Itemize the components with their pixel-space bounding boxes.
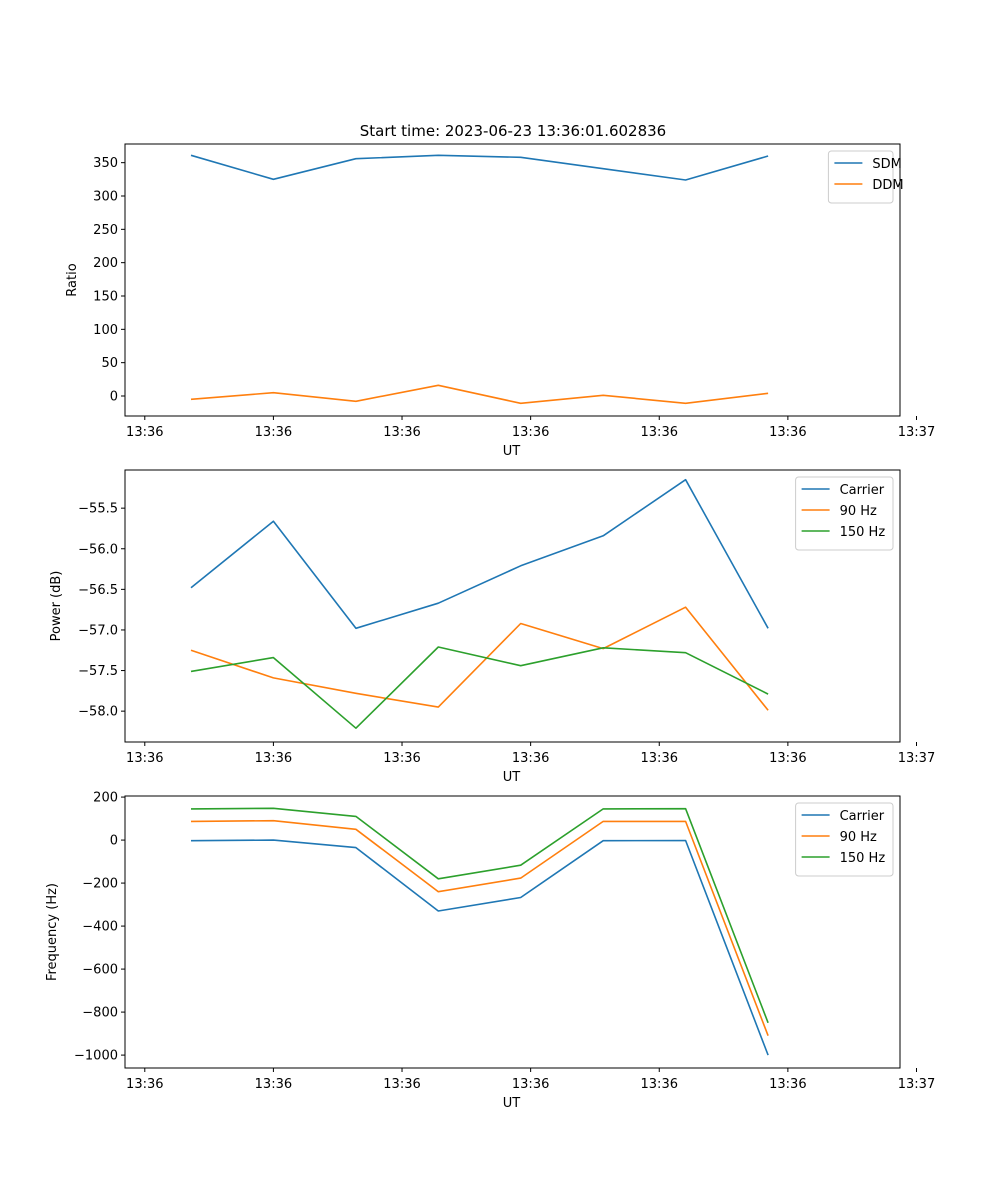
y-axis-label: Frequency (Hz) xyxy=(45,883,60,981)
subplot-2: −58.0 −57.5 −57.0 −56.5 −56.0 −55.5 13:36 13:36… xyxy=(49,469,935,785)
x-tick-label: 13:36 xyxy=(641,425,678,440)
x-tick-label: 13:36 xyxy=(126,751,163,766)
y-tick-label: 350 xyxy=(93,156,118,171)
y-tick-label: 100 xyxy=(93,323,118,338)
x-tick-label: 13:36 xyxy=(512,751,549,766)
series-line-90-hz xyxy=(190,606,769,711)
y-tick-label: 150 xyxy=(93,290,118,305)
x-tick-label: 13:36 xyxy=(126,425,163,440)
axes-frame xyxy=(124,469,901,743)
legend-box xyxy=(827,150,894,204)
x-tick-label: 13:36 xyxy=(255,425,292,440)
x-tick-label: 13:37 xyxy=(898,1077,935,1092)
y-tick-label: −400 xyxy=(82,920,118,935)
x-tick-label: 13:36 xyxy=(769,751,806,766)
subplot-1: 0 50 100 150 200 250 300 350 13:36 13:36 13:36 13:3… xyxy=(65,143,935,459)
x-tick-label: 13:37 xyxy=(898,425,935,440)
x-tick-label: 13:36 xyxy=(383,751,420,766)
legend: Carrier 90 Hz 150 Hz xyxy=(795,802,894,877)
y-tick-label: −56.0 xyxy=(78,542,118,557)
legend: Carrier 90 Hz 150 Hz xyxy=(795,476,894,551)
series-line-ddm xyxy=(190,384,769,405)
x-tick-label: 13:36 xyxy=(769,1077,806,1092)
y-tick-label: −200 xyxy=(82,877,118,892)
legend-label: DDM xyxy=(872,178,903,193)
y-axis-label: Ratio xyxy=(65,263,80,296)
y-tick-label: −57.5 xyxy=(78,664,118,679)
legend-label: 90 Hz xyxy=(840,830,877,845)
y-tick-label: 200 xyxy=(93,256,118,271)
y-axis-label: Power (dB) xyxy=(49,571,64,642)
series-line-150-hz xyxy=(190,646,769,730)
y-tick-label: −1000 xyxy=(74,1049,118,1064)
y-tick-label: −600 xyxy=(82,963,118,978)
x-tick-label: 13:36 xyxy=(383,1077,420,1092)
legend-label: 150 Hz xyxy=(840,525,886,540)
series-line-150-hz xyxy=(190,807,769,1024)
legend-label: SDM xyxy=(872,157,901,172)
x-tick-label: 13:36 xyxy=(512,425,549,440)
axes-frame xyxy=(124,795,901,1069)
x-axis-label: UT xyxy=(503,770,521,785)
x-tick-label: 13:36 xyxy=(255,751,292,766)
x-tick-label: 13:36 xyxy=(383,425,420,440)
legend-label: 90 Hz xyxy=(840,504,877,519)
y-tick-label: −800 xyxy=(82,1006,118,1021)
y-tick-label: 250 xyxy=(93,223,118,238)
legend-label: Carrier xyxy=(840,809,885,824)
y-tick-label: −55.5 xyxy=(78,502,118,517)
series-line-sdm xyxy=(190,154,769,181)
x-tick-label: 13:36 xyxy=(641,1077,678,1092)
series-line-90-hz xyxy=(190,819,769,1036)
x-tick-label: 13:36 xyxy=(126,1077,163,1092)
x-tick-label: 13:36 xyxy=(512,1077,549,1092)
x-tick-label: 13:37 xyxy=(898,751,935,766)
x-tick-label: 13:36 xyxy=(641,751,678,766)
x-tick-label: 13:36 xyxy=(255,1077,292,1092)
figure-title: Start time: 2023-06-23 13:36:01.602836 xyxy=(360,122,666,140)
x-axis-label: UT xyxy=(503,1096,521,1111)
legend: SDM DDM xyxy=(827,150,904,204)
y-tick-label: 0 xyxy=(110,390,118,405)
x-axis-label: UT xyxy=(503,444,521,459)
legend-label: Carrier xyxy=(840,483,885,498)
subplots-container: 0 50 100 150 200 250 300 350 13:36 13:36 13:36 13:3… xyxy=(45,143,935,1111)
y-tick-label: −56.5 xyxy=(78,583,118,598)
y-tick-label: −58.0 xyxy=(78,705,118,720)
series-line-carrier xyxy=(190,839,769,1056)
x-tick-label: 13:36 xyxy=(769,425,806,440)
y-tick-label: 50 xyxy=(101,356,118,371)
y-tick-label: 0 xyxy=(110,834,118,849)
y-tick-label: 300 xyxy=(93,190,118,205)
series-line-carrier xyxy=(190,478,769,630)
y-tick-label: 200 xyxy=(93,791,118,806)
subplot-3: −1000 −800 −600 −400 −200 0 200 13:36 13:36 13:36… xyxy=(45,791,935,1111)
legend-label: 150 Hz xyxy=(840,851,886,866)
axes-frame xyxy=(124,143,901,417)
y-tick-label: −57.0 xyxy=(78,623,118,638)
